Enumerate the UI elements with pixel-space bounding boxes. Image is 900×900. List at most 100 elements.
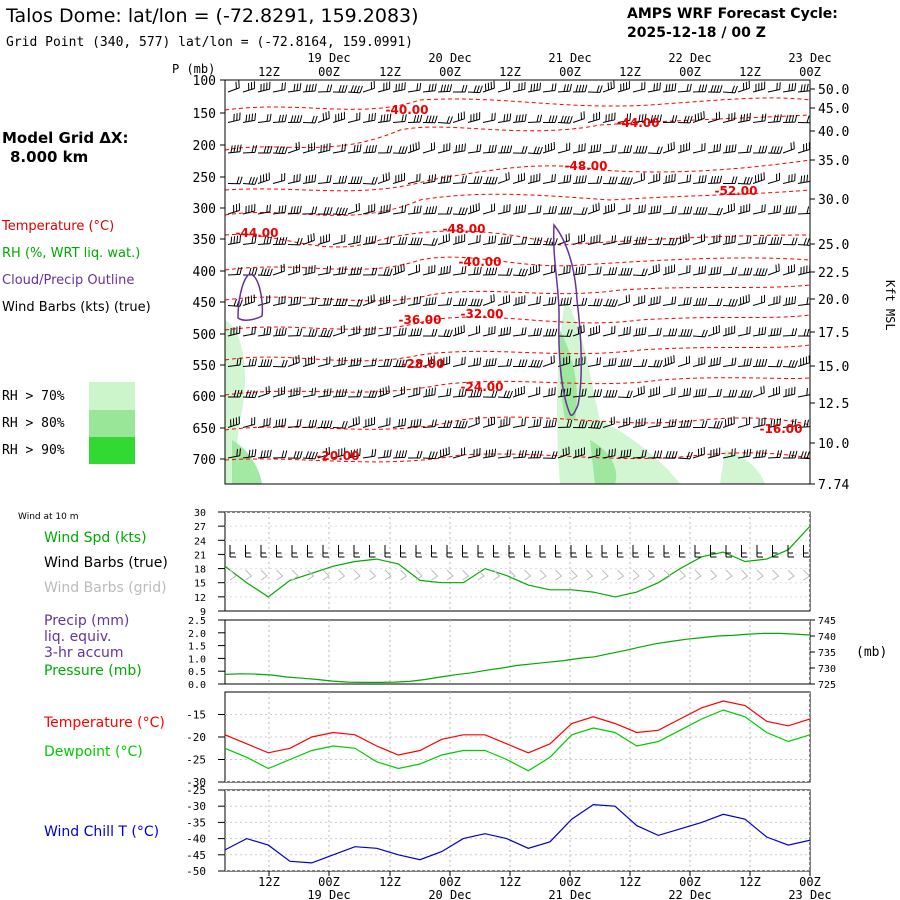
- wind-barb: [692, 174, 707, 184]
- temperature-contour-label: -40.00: [386, 103, 429, 117]
- wind-barb: [707, 234, 721, 245]
- wind-barb: [542, 296, 557, 306]
- wind-barb: [497, 294, 510, 306]
- wind-barb: [407, 328, 423, 337]
- wind-barb: [692, 143, 706, 154]
- height-tick-label: 22.5: [818, 266, 849, 281]
- wind-barb: [722, 325, 736, 337]
- wind-barb: [737, 112, 751, 123]
- wind-barb: [257, 295, 271, 306]
- wind-barb: [423, 328, 438, 337]
- wind-barb: [617, 145, 633, 154]
- wind-barb: [557, 446, 570, 459]
- wind-barb: [347, 416, 360, 428]
- grid-wind-barb: [384, 569, 392, 581]
- wind-barb: [347, 298, 363, 307]
- wind-barb: [722, 416, 735, 428]
- wind-barb: [377, 236, 392, 245]
- height-tick-label: 30.0: [818, 193, 849, 208]
- wind-barb: [662, 355, 675, 367]
- wind-barb: [693, 420, 708, 428]
- wind-barb: [497, 113, 512, 123]
- wind-barb: [662, 115, 678, 123]
- wind-barb: [497, 268, 513, 276]
- wind-barb: [782, 418, 797, 428]
- top-date-label: 19 Dec: [307, 51, 350, 65]
- y-tick-label: -30: [186, 776, 206, 789]
- wind-barb: [542, 173, 556, 184]
- wind-barb: [692, 388, 707, 398]
- wind-barb: [662, 141, 675, 154]
- surface-wind-barb: [276, 545, 283, 558]
- wind-barb: [602, 325, 616, 337]
- grid-wind-barb: [648, 569, 656, 581]
- wind-barb: [752, 417, 766, 428]
- wind-barb: [437, 174, 452, 184]
- wind-barb: [512, 327, 527, 337]
- wind-barb: [482, 267, 498, 276]
- wind-barb: [392, 359, 408, 368]
- wind-barb: [767, 295, 781, 306]
- height-tick-label: 10.0: [818, 437, 849, 452]
- wind-barb: [572, 143, 586, 154]
- bottom-hour-label: 00Z: [439, 875, 461, 889]
- wind-barb: [797, 206, 810, 215]
- wind-barb: [737, 144, 752, 154]
- wind-barb: [257, 204, 271, 215]
- y-tick-label: 0.5: [188, 667, 206, 678]
- grid-wind-barb: [307, 569, 315, 581]
- wind-barb: [737, 294, 750, 306]
- wind-barb: [452, 175, 467, 184]
- wind-barb: [752, 326, 767, 337]
- wind-barb: [392, 263, 405, 276]
- y2-tick-label: 730: [818, 664, 836, 675]
- wind-barb: [677, 233, 690, 245]
- surface-wind-barb: [539, 545, 546, 558]
- legend-wind: Wind Barbs (kts) (true): [2, 300, 151, 315]
- wind-barb: [272, 205, 287, 215]
- y2-tick-label: 740: [818, 632, 836, 643]
- wind-barb: [347, 234, 361, 245]
- surface-wind-barb: [400, 545, 407, 558]
- wind-barb: [572, 420, 588, 429]
- bottom-date-label: 21 Dec: [548, 888, 591, 900]
- wind-barb: [257, 172, 270, 184]
- top-hour-label: 12Z: [258, 65, 280, 79]
- wind-barb: [467, 85, 483, 94]
- top-date-label: 20 Dec: [428, 51, 471, 65]
- wind-barb: [287, 387, 301, 398]
- temperature-contour: [225, 416, 810, 431]
- wind-barb: [257, 385, 270, 398]
- model-grid-label: Model Grid ΔX:: [2, 129, 129, 147]
- wind-barb: [512, 268, 528, 277]
- wind-barb: [797, 387, 810, 398]
- wind-barb: [272, 386, 286, 398]
- height-tick-label: 17.5: [818, 326, 849, 341]
- cloud-outline: [552, 223, 583, 417]
- wind-barb: [797, 451, 810, 460]
- wind-barb: [452, 143, 466, 154]
- page-title: Talos Dome: lat/lon = (-72.8291, 159.208…: [5, 5, 419, 27]
- wind-barb: [452, 388, 467, 398]
- wind-barb: [242, 294, 255, 306]
- surface-wind-barb: [384, 545, 391, 558]
- bottom-date-label: 22 Dec: [668, 888, 711, 900]
- wind-barb: [527, 263, 540, 276]
- wind-barb: [227, 357, 242, 367]
- wind-barb: [797, 83, 810, 93]
- wind-barb: [452, 266, 467, 276]
- wind-speed-legend: Wind Spd (kts): [44, 530, 147, 546]
- wind-barb: [752, 204, 766, 215]
- wind-barb: [332, 143, 347, 154]
- wind-barb: [572, 175, 587, 184]
- wind-barb: [542, 355, 555, 367]
- pressure-tick-label: 150: [193, 107, 216, 122]
- wind-barb: [677, 142, 691, 154]
- y-tick-label: -40: [186, 833, 206, 846]
- top-hour-label: 12Z: [619, 65, 641, 79]
- wind-barb: [437, 84, 453, 93]
- wind-barb: [332, 388, 347, 398]
- wind-barb: [302, 206, 318, 215]
- wind-barb: [722, 85, 738, 94]
- height-tick-label: 50.0: [818, 83, 849, 98]
